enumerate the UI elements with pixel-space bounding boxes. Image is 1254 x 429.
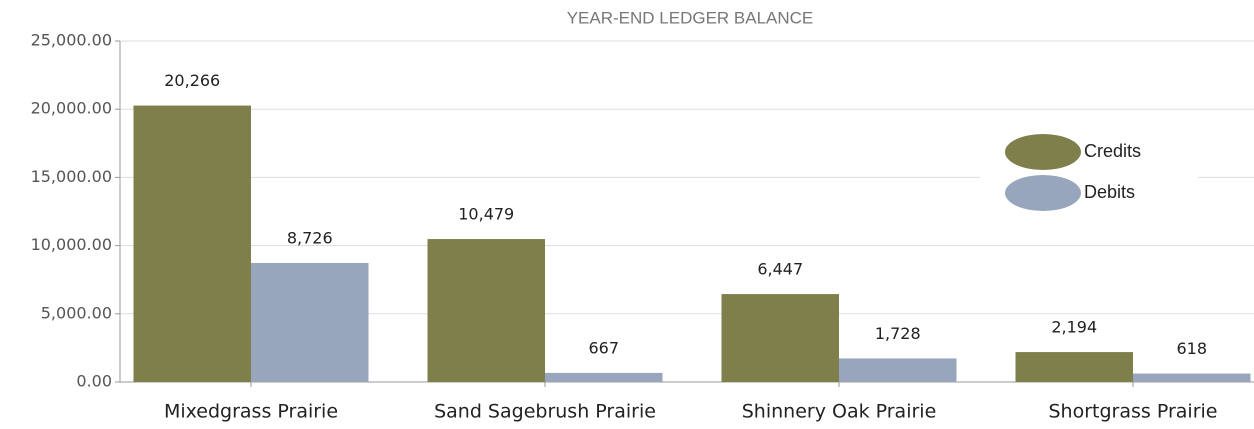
legend-box (980, 125, 1198, 220)
bar (839, 358, 957, 382)
data-label: 20,266 (164, 71, 220, 90)
data-label: 1,728 (875, 324, 921, 343)
bar (1133, 373, 1251, 382)
y-tick-label: 25,000.00 (31, 31, 112, 50)
data-label: 10,479 (458, 205, 514, 224)
bar (545, 372, 663, 382)
data-label: 667 (588, 338, 619, 357)
y-tick-label: 5,000.00 (41, 303, 112, 322)
legend-swatch (1005, 175, 1081, 211)
data-label: 6,447 (757, 260, 803, 279)
x-tick-label: Shinnery Oak Prairie (742, 401, 937, 423)
y-tick-label: 20,000.00 (31, 99, 112, 118)
y-tick-label: 10,000.00 (31, 235, 112, 254)
x-tick-label: Sand Sagebrush Prairie (434, 401, 656, 423)
bar (721, 294, 839, 382)
bar (133, 105, 251, 382)
x-tick-label: Mixedgrass Prairie (164, 401, 338, 423)
data-label: 8,726 (287, 228, 333, 247)
legend-label: Debits (1084, 182, 1135, 202)
y-tick-label: 0.00 (76, 372, 112, 391)
bar (251, 262, 369, 382)
data-label: 618 (1176, 339, 1207, 358)
bar (427, 239, 545, 382)
chart-title: YEAR-END LEDGER BALANCE (567, 8, 814, 27)
bar (1015, 352, 1133, 382)
data-label: 2,194 (1051, 318, 1097, 337)
legend-swatch (1005, 134, 1081, 170)
x-tick-label: Shortgrass Prairie (1049, 401, 1218, 423)
legend-label: Credits (1084, 141, 1141, 161)
y-tick-label: 15,000.00 (31, 167, 112, 186)
